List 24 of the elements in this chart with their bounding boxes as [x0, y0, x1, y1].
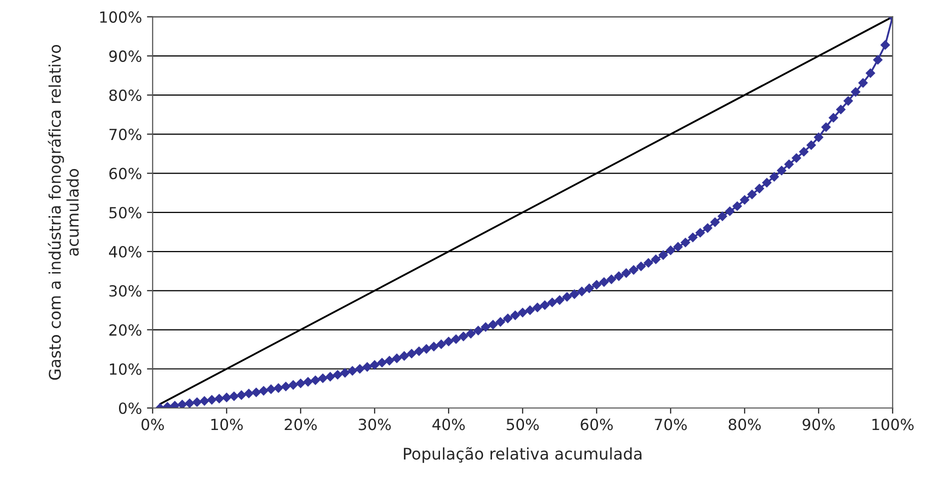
- y-tick-label: 20%: [109, 324, 142, 336]
- x-tick-label: 60%: [580, 418, 613, 430]
- y-tick-label: 70%: [110, 128, 142, 140]
- x-tick-label: 0%: [142, 418, 164, 430]
- y-tick-label: 50%: [109, 206, 142, 218]
- y-tick-label: 80%: [109, 90, 142, 102]
- x-tick-label: 90%: [802, 418, 835, 430]
- x-tick-label: 50%: [506, 418, 539, 430]
- x-tick-label: 80%: [728, 418, 761, 430]
- x-tick-label: 30%: [358, 418, 391, 430]
- x-tick-label: 20%: [284, 418, 317, 430]
- y-tick-label: 30%: [109, 285, 142, 297]
- y-tick-label: 40%: [109, 246, 142, 258]
- y-tick-label: 100%: [100, 11, 142, 23]
- x-tick-label: 70%: [654, 418, 687, 430]
- x-tick-label: 10%: [211, 418, 243, 430]
- y-tick-label: 10%: [110, 363, 142, 375]
- y-axis-title: Gasto com a indústria fonográfica relativo acumulado: [48, 44, 79, 380]
- x-tick-label: 100%: [872, 418, 914, 430]
- x-axis-title: População relativa acumulada: [404, 447, 642, 463]
- x-tick-label: 40%: [432, 418, 465, 430]
- y-tick-label: 0%: [118, 402, 142, 414]
- y-tick-label: 60%: [109, 168, 142, 180]
- y-tick-label: 90%: [109, 50, 142, 62]
